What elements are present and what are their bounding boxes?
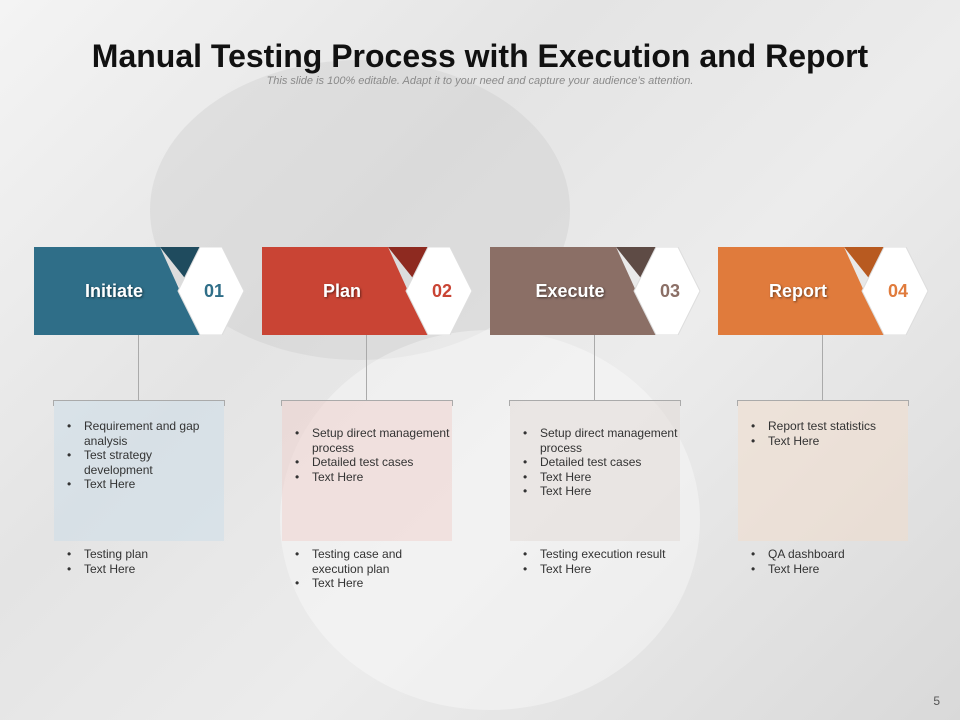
- step-bottom-list: Testing case and execution planText Here: [292, 547, 412, 591]
- step-bottom-list: Testing planText Here: [64, 547, 224, 576]
- bracket-line: [509, 400, 681, 406]
- connector-line: [594, 335, 595, 400]
- list-item: Text Here: [748, 562, 908, 577]
- step-banner: [490, 247, 656, 335]
- list-item: Setup direct management process: [520, 426, 680, 455]
- list-item: Text Here: [292, 576, 412, 591]
- step-top-list: Setup direct management processDetailed …: [520, 426, 680, 499]
- connector-line: [138, 335, 139, 400]
- step-banner-shape: [718, 247, 929, 335]
- bracket-line: [53, 400, 225, 406]
- page-number: 5: [933, 694, 940, 708]
- step-top-list: Setup direct management processDetailed …: [292, 426, 452, 484]
- step-number-hexagon: [861, 247, 929, 335]
- step-banner-shape: [262, 247, 473, 335]
- page-subtitle: This slide is 100% editable. Adapt it to…: [266, 75, 694, 87]
- step-number: 02: [431, 281, 453, 301]
- step-header-2: Plan 02: [262, 247, 477, 335]
- step-header-3: Execute 03: [490, 247, 705, 335]
- bracket-line: [737, 400, 909, 406]
- list-item: Setup direct management process: [292, 426, 452, 455]
- list-item: Report test statistics: [748, 419, 908, 434]
- step-banner-shape: [490, 247, 701, 335]
- step-number-hexagon: [405, 247, 473, 335]
- step-label: Execute: [535, 281, 605, 301]
- list-item: Detailed test cases: [520, 455, 680, 470]
- step-bottom-list: QA dashboardText Here: [748, 547, 908, 576]
- step-number: 01: [203, 281, 225, 301]
- list-item: Text Here: [748, 434, 908, 449]
- step-banner-shape: [34, 247, 245, 335]
- step-header-1: Initiate 01: [34, 247, 249, 335]
- list-item: Text Here: [520, 484, 680, 499]
- step-bottom-list: Testing execution resultText Here: [520, 547, 680, 576]
- list-item: Testing plan: [64, 547, 224, 562]
- step-top-list: Requirement and gap analysisTest strateg…: [64, 419, 224, 492]
- list-item: Text Here: [292, 470, 452, 485]
- step-label: Initiate: [84, 281, 143, 301]
- bracket-line: [281, 400, 453, 406]
- step-top-list: Report test statisticsText Here: [748, 419, 908, 448]
- step-header-4: Report 04: [718, 247, 933, 335]
- step-banner: [718, 247, 884, 335]
- list-item: Requirement and gap analysis: [64, 419, 224, 448]
- list-item: Text Here: [520, 562, 680, 577]
- list-item: QA dashboard: [748, 547, 908, 562]
- step-number-hexagon: [177, 247, 245, 335]
- step-banner: [34, 247, 200, 335]
- connector-line: [822, 335, 823, 400]
- list-item: Test strategy development: [64, 448, 224, 477]
- step-number: 03: [659, 281, 681, 301]
- list-item: Detailed test cases: [292, 455, 452, 470]
- connector-line: [366, 335, 367, 400]
- step-label: Plan: [322, 281, 361, 301]
- list-item: Text Here: [64, 477, 224, 492]
- page-title: Manual Testing Process with Execution an…: [91, 38, 869, 74]
- list-item: Text Here: [520, 470, 680, 485]
- list-item: Text Here: [64, 562, 224, 577]
- list-item: Testing case and execution plan: [292, 547, 412, 576]
- step-number-hexagon: [633, 247, 701, 335]
- background-photo-figure: [280, 330, 700, 710]
- list-item: Testing execution result: [520, 547, 680, 562]
- step-number: 04: [887, 281, 909, 301]
- step-banner: [262, 247, 428, 335]
- step-label: Report: [769, 281, 827, 301]
